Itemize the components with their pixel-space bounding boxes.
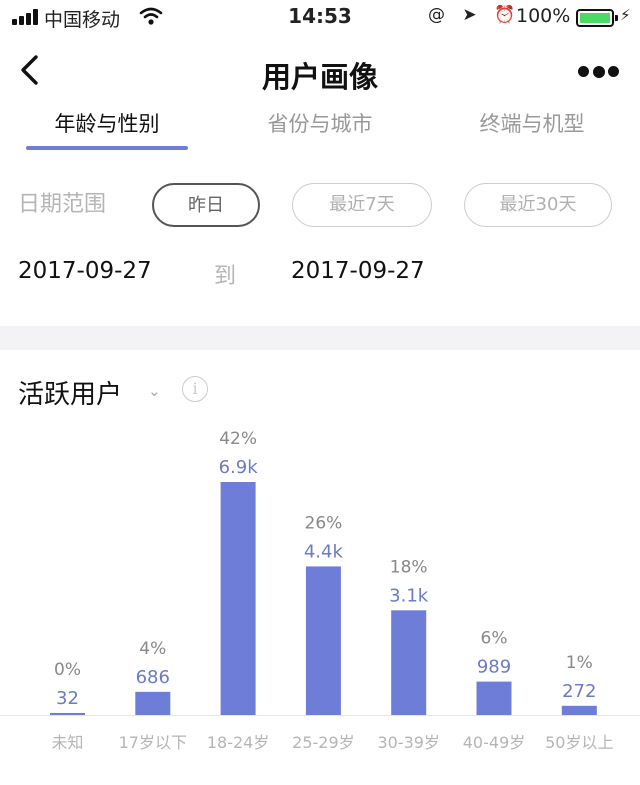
x-tick-label: 25-29岁	[292, 733, 355, 752]
status-icons: @ ➤ ⏰	[428, 5, 522, 25]
end-date[interactable]: 2017-09-27	[291, 258, 425, 284]
data-label-percent: 0%	[54, 660, 81, 680]
back-arrow-icon[interactable]	[18, 54, 40, 86]
data-label-value: 686	[136, 667, 170, 688]
data-label-value: 272	[562, 681, 596, 702]
info-icon[interactable]: i	[182, 376, 208, 402]
data-label-value: 3.1k	[389, 585, 429, 606]
signal-icon	[12, 9, 38, 25]
last-30-days-button[interactable]: 最近30天	[464, 183, 612, 227]
data-label-value: 32	[56, 688, 79, 709]
charging-bolt-icon: ⚡	[620, 6, 631, 24]
chevron-down-icon[interactable]: ⌄	[148, 382, 161, 400]
chart-title: 活跃用户	[18, 380, 123, 410]
tab-province-city[interactable]: 省份与城市	[267, 112, 373, 136]
navigation-bar: 用户画像	[0, 36, 640, 106]
date-range-label: 日期范围	[18, 192, 107, 217]
section-divider	[0, 326, 640, 350]
battery-percent: 100%	[516, 5, 571, 27]
active-tab-indicator	[26, 146, 188, 150]
bar	[50, 713, 85, 715]
data-label-percent: 6%	[481, 629, 508, 649]
carrier-name: 中国移动	[44, 9, 121, 31]
data-label-percent: 1%	[566, 653, 593, 673]
more-options-icon[interactable]	[578, 65, 620, 78]
x-tick-label: 17岁以下	[119, 733, 187, 752]
data-label-value: 6.9k	[219, 457, 259, 478]
x-tick-label: 未知	[51, 733, 83, 752]
x-tick-label: 18-24岁	[207, 733, 270, 752]
bar	[135, 691, 171, 715]
yesterday-button[interactable]: 昨日	[152, 183, 260, 227]
data-label-percent: 26%	[305, 513, 343, 533]
page-title: 用户画像	[261, 60, 378, 94]
x-tick-label: 50岁以上	[545, 733, 613, 752]
bar	[391, 610, 427, 715]
data-label-value: 4.4k	[304, 541, 344, 562]
data-label-percent: 4%	[139, 639, 166, 659]
active-users-bar-chart: 32 0% 未知 686 4% 17岁以下 6.9k 42% 18-24岁 4.4k 26% 25-2…	[0, 429, 640, 752]
wifi-icon	[139, 7, 163, 25]
bar	[476, 681, 512, 715]
bar	[220, 482, 256, 715]
x-tick-label: 30-39岁	[377, 733, 440, 752]
tab-age-gender[interactable]: 年龄与性别	[54, 112, 160, 136]
status-bar: 中国移动 14:53 @ ➤ ⏰ 100% ⚡	[0, 0, 640, 36]
clock: 14:53	[288, 4, 352, 28]
start-date[interactable]: 2017-09-27	[18, 258, 152, 284]
data-label-percent: 42%	[219, 429, 257, 449]
x-tick-label: 40-49岁	[463, 733, 526, 752]
data-label-value: 989	[477, 657, 511, 678]
tab-bar: 年龄与性别 省份与城市 终端与机型	[0, 100, 640, 156]
bar	[305, 566, 341, 715]
battery-icon	[576, 9, 618, 27]
tab-device-model[interactable]: 终端与机型	[479, 112, 585, 136]
last-7-days-button[interactable]: 最近7天	[292, 183, 432, 227]
date-to-label: 到	[214, 264, 237, 289]
bar	[561, 705, 597, 715]
data-label-percent: 18%	[390, 557, 428, 577]
